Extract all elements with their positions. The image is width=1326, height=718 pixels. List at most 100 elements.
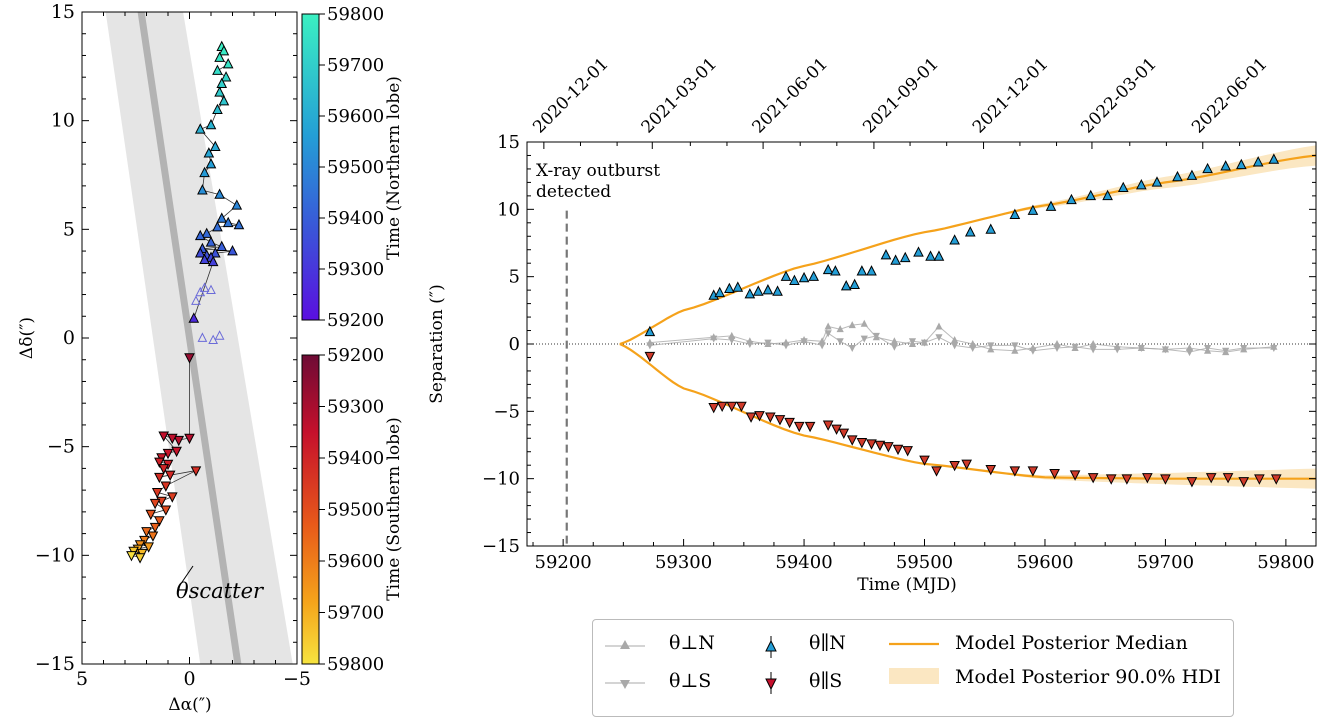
- y-tick-label: −10: [35, 544, 75, 566]
- perp-south-marker: [1113, 346, 1121, 354]
- y-tick-label: −5: [47, 436, 75, 458]
- north-lobe-marker: [209, 247, 221, 258]
- colorbar-tick-label: 59400: [327, 208, 384, 229]
- north-lobe-marker: [214, 86, 225, 97]
- parallel-north-marker: [849, 278, 860, 289]
- perp-south-marker: [818, 342, 826, 350]
- parallel-north-marker: [840, 280, 852, 291]
- south-lobe-marker: [149, 522, 161, 534]
- outburst-annotation: X-ray outburst detected: [536, 161, 661, 202]
- north-lobe-marker: [216, 240, 228, 251]
- colorbar-tick-label: 59300: [327, 259, 384, 280]
- perp-north-marker: [951, 335, 959, 343]
- north-lobe-marker: [199, 253, 210, 265]
- left-y-axis-label: Δδ(″): [17, 317, 37, 359]
- parallel-south-marker: [793, 421, 805, 433]
- perp-south-marker: [872, 332, 880, 340]
- parallel-north-marker: [880, 249, 892, 260]
- legend-perp-north-label: θ⊥N: [669, 632, 715, 654]
- parallel-south-marker: [856, 438, 868, 449]
- south-lobe-marker: [164, 470, 176, 482]
- parallel-north-marker: [949, 234, 960, 245]
- perp-north-line: [649, 323, 1274, 353]
- south-lobe-marker: [151, 488, 163, 499]
- parallel-north-marker: [964, 226, 976, 237]
- scatter-wedge: [105, 12, 293, 664]
- legend-perp-south-symbol: [605, 680, 645, 689]
- north-lobe-marker: [207, 255, 219, 267]
- parallel-north-marker: [1186, 169, 1198, 180]
- north-lobe-marker: [197, 184, 208, 195]
- south-lobe-marker: [166, 433, 178, 445]
- y-tick-label: 5: [63, 218, 75, 240]
- parallel-south-marker: [726, 401, 738, 413]
- north-lobe-marker: [205, 236, 217, 247]
- south-colorbar-label: Time (Southern lobe): [384, 417, 404, 600]
- parallel-south-marker: [902, 446, 913, 457]
- perp-south-marker: [1161, 346, 1170, 354]
- legend-perp-south-label: θ⊥S: [669, 670, 712, 692]
- perp-south-marker: [1029, 347, 1037, 355]
- y-tick-label: −15: [35, 653, 75, 675]
- x-tick-label: 59400: [775, 552, 832, 573]
- parallel-south-marker: [985, 464, 997, 476]
- north-colorbar-label: Time (Northern lobe): [384, 76, 404, 260]
- perp-north-marker: [1089, 340, 1097, 347]
- north-lobe-marker: [212, 64, 223, 75]
- parallel-south-marker: [822, 420, 834, 431]
- parallel-north-marker: [1151, 176, 1163, 187]
- perp-south-marker: [746, 341, 754, 348]
- parallel-north-marker: [1202, 162, 1213, 174]
- north-lobe-marker: [203, 147, 215, 158]
- parallel-north-marker: [1009, 208, 1021, 219]
- date-tick-label: 2021-12-01: [969, 54, 1052, 137]
- north-lobe-marker: [218, 95, 230, 106]
- north-lobe-marker: [201, 227, 213, 238]
- north-perp-markers: [191, 282, 225, 345]
- legend-parallel-north-label: θ∥N: [809, 632, 846, 654]
- parallel-north-marker: [644, 325, 656, 337]
- x-tick-label: 59500: [896, 552, 953, 573]
- south-lobe-marker: [134, 553, 146, 564]
- parallel-south-marker: [1027, 466, 1039, 477]
- perp-south-marker: [951, 342, 959, 350]
- perp-south-marker: [908, 338, 917, 346]
- legend-parallel-south-label: θ∥S: [809, 670, 843, 692]
- parallel-south-marker: [754, 411, 765, 422]
- colorbar-tick-label: 59700: [327, 55, 384, 76]
- north-lobe-marker: [212, 221, 223, 232]
- perp-south-marker: [1137, 345, 1145, 353]
- right-x-axis-label: Time (MJD): [857, 575, 956, 595]
- date-tick-label: 2021-06-01: [748, 54, 831, 137]
- parallel-north-marker: [1102, 189, 1113, 201]
- parallel-north-marker: [1235, 158, 1247, 170]
- north-perp-marker: [195, 286, 206, 297]
- y-tick-label: 15: [51, 1, 75, 23]
- perp-south-marker: [1270, 345, 1278, 353]
- south-colorbar: [301, 354, 320, 665]
- parallel-north-marker: [1136, 179, 1147, 190]
- parallel-north-marker: [780, 270, 792, 281]
- parallel-south-marker: [874, 440, 886, 452]
- colorbar-tick-label: 59500: [327, 500, 384, 521]
- legend-parallel-south-symbol: [765, 672, 777, 694]
- x-tick-label: 59300: [655, 552, 712, 573]
- parallel-north-marker: [752, 285, 764, 296]
- north-lobe-marker: [194, 247, 206, 258]
- colorbar-tick-label: 59400: [327, 448, 384, 469]
- north-colorbar: [301, 13, 320, 321]
- y-tick-label: 5: [509, 267, 520, 288]
- date-tick-label: 2020-12-01: [529, 54, 612, 137]
- legend-parallel-north-symbol: [765, 636, 777, 658]
- perp-south-marker: [969, 345, 977, 353]
- south-lobe-marker: [166, 492, 178, 503]
- parallel-north-marker: [1220, 160, 1231, 171]
- parallel-north-markers: [644, 153, 1280, 337]
- parallel-south-marker: [1254, 474, 1265, 485]
- north-lobe-markers: [188, 40, 245, 323]
- perp-south-marker: [646, 342, 654, 350]
- date-tick-label: 2022-06-01: [1188, 54, 1271, 137]
- parallel-south-markers: [644, 351, 1282, 488]
- x-tick-label: 59600: [1016, 552, 1073, 573]
